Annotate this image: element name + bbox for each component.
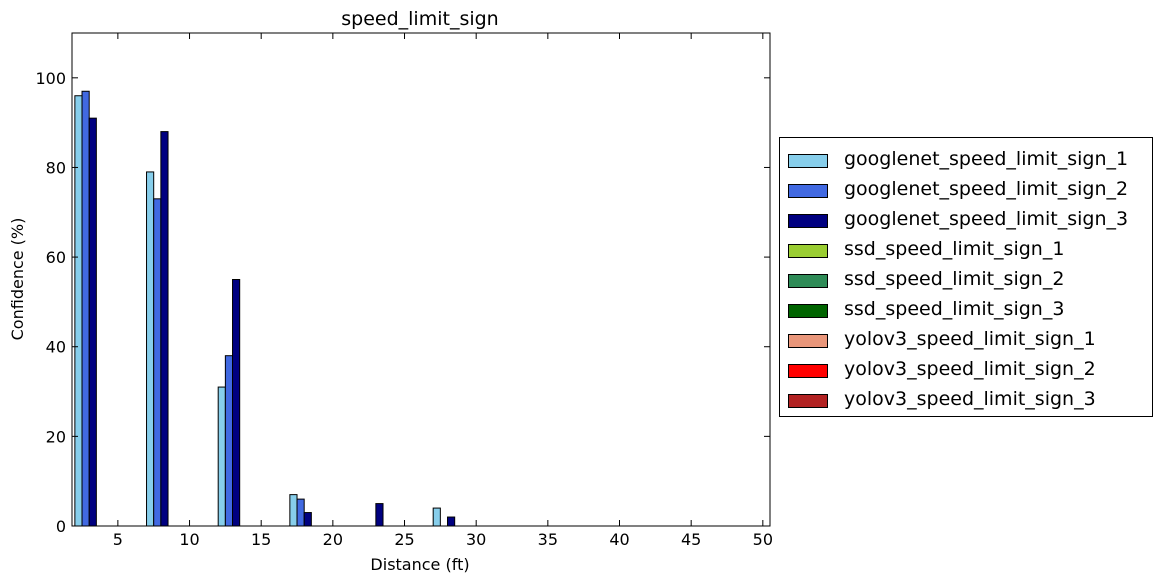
legend-label: ssd_speed_limit_sign_1 — [844, 238, 1065, 260]
y-tick-label: 60 — [46, 248, 66, 267]
x-tick-label: 50 — [753, 530, 773, 549]
legend-label: googlenet_speed_limit_sign_3 — [844, 208, 1129, 230]
bar-googlenet_speed_limit_sign_1-27 — [432, 507, 441, 527]
legend-label: yolov3_speed_limit_sign_2 — [844, 358, 1096, 380]
legend-swatch — [788, 364, 828, 378]
bar-googlenet_speed_limit_sign_3-17 — [303, 512, 312, 527]
chart-title: speed_limit_sign — [341, 8, 498, 30]
x-axis-label: Distance (ft) — [370, 555, 469, 574]
y-tick-label: 20 — [46, 427, 66, 446]
x-tick-label: 40 — [609, 530, 629, 549]
y-tick-label: 40 — [46, 338, 66, 357]
bar-googlenet_speed_limit_sign_1-17 — [289, 494, 298, 527]
bar-googlenet_speed_limit_sign_2-7 — [153, 198, 162, 527]
x-tick-label: 45 — [681, 530, 701, 549]
legend-swatch — [788, 154, 828, 168]
legend-swatch — [788, 244, 828, 258]
legend-label: googlenet_speed_limit_sign_1 — [844, 148, 1129, 170]
legend-label: ssd_speed_limit_sign_2 — [844, 268, 1065, 290]
x-tick-label: 30 — [466, 530, 486, 549]
x-tick-label: 35 — [538, 530, 558, 549]
legend-swatch — [788, 214, 828, 228]
bar-googlenet_speed_limit_sign_1-12 — [217, 386, 226, 527]
x-tick-label: 20 — [323, 530, 343, 549]
bar-googlenet_speed_limit_sign_1-2 — [74, 95, 83, 527]
legend-swatch — [788, 304, 828, 318]
bar-googlenet_speed_limit_sign_3-12 — [232, 279, 241, 527]
legend-swatch — [788, 274, 828, 288]
bar-googlenet_speed_limit_sign_3-22 — [375, 503, 384, 527]
y-tick-label: 0 — [56, 517, 66, 536]
bar-googlenet_speed_limit_sign_2-17 — [296, 498, 305, 527]
x-tick-label: 15 — [251, 530, 271, 549]
bar-googlenet_speed_limit_sign_2-12 — [224, 355, 234, 527]
legend-label: googlenet_speed_limit_sign_2 — [844, 178, 1129, 200]
legend-label: yolov3_speed_limit_sign_3 — [844, 388, 1096, 410]
bars-group — [74, 90, 456, 527]
bar-googlenet_speed_limit_sign_3-7 — [160, 131, 169, 527]
bar-googlenet_speed_limit_sign_1-7 — [146, 171, 155, 527]
x-tick-label: 10 — [179, 530, 199, 549]
legend-swatch — [788, 394, 828, 408]
axes-group: 5 10 15 20 25 30 35 40 45 50 0 20 40 60 80 100 — [35, 33, 773, 549]
x-tick-label: 5 — [113, 530, 123, 549]
x-tick-label: 25 — [394, 530, 414, 549]
legend-label: yolov3_speed_limit_sign_1 — [844, 328, 1096, 350]
legend-swatch — [788, 184, 828, 198]
legend-swatch — [788, 334, 828, 348]
legend-label: ssd_speed_limit_sign_3 — [844, 298, 1065, 320]
plot-frame — [71, 32, 771, 527]
y-axis-label: Confidence (%) — [8, 218, 27, 341]
y-tick-label: 80 — [46, 158, 66, 177]
legend: googlenet_speed_limit_sign_1 googlenet_sp… — [779, 137, 1153, 417]
bar-googlenet_speed_limit_sign_3-27 — [447, 516, 456, 527]
y-tick-label: 100 — [35, 69, 66, 88]
bar-googlenet_speed_limit_sign_3-2 — [88, 117, 97, 527]
bar-googlenet_speed_limit_sign_2-2 — [81, 90, 90, 527]
